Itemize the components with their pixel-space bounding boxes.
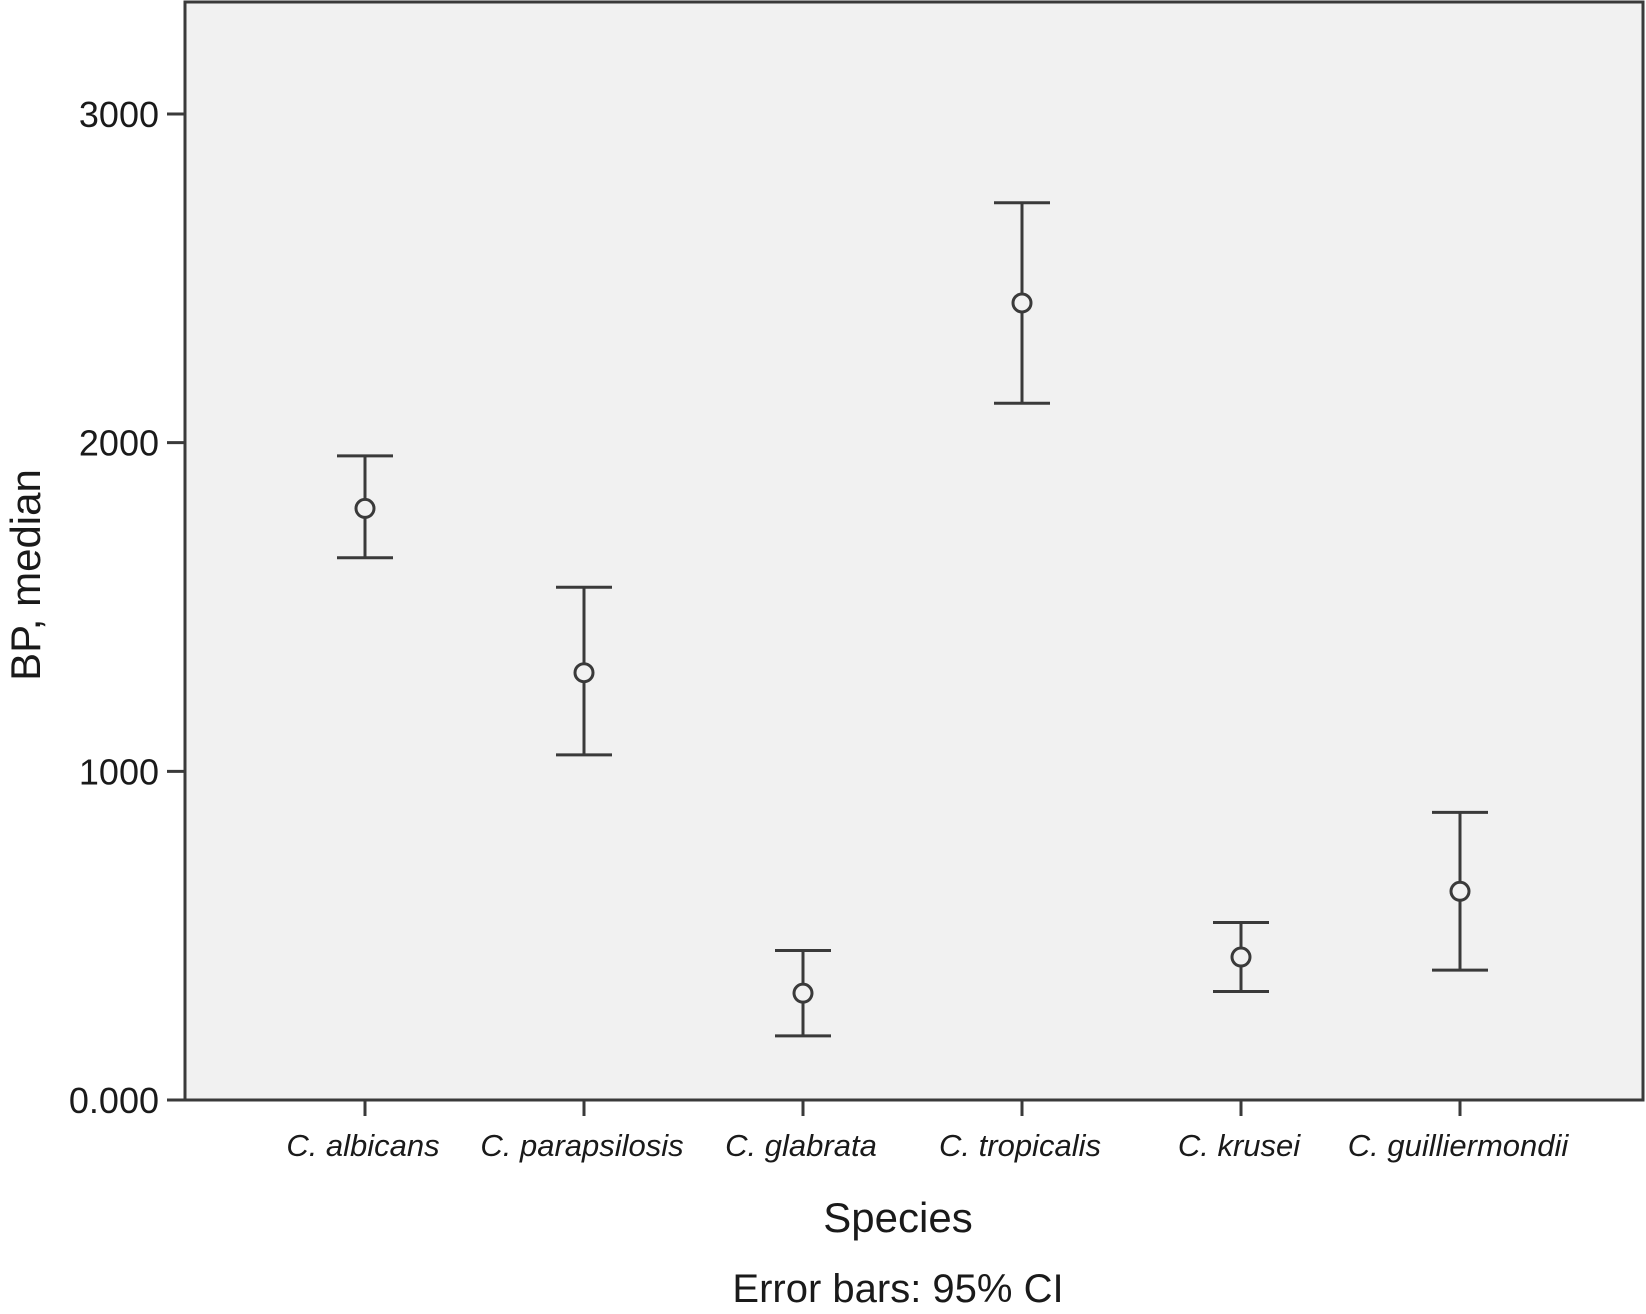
error-bar-marks xyxy=(337,201,1488,1038)
x-tick-label-4: C. krusei xyxy=(1178,1128,1301,1163)
x-tick-label-2: C. glabrata xyxy=(725,1128,877,1163)
error-bar-5 xyxy=(1432,810,1488,972)
y-axis: 0.000 1000 2000 3000 xyxy=(69,94,185,1121)
median-point-0 xyxy=(354,497,376,519)
x-tick-label-1: C. parapsilosis xyxy=(480,1128,683,1163)
error-bar-1 xyxy=(556,585,612,757)
x-axis: C. albicans C. parapsilosis C. glabrata C. … xyxy=(286,1100,1569,1163)
error-bar-0 xyxy=(337,454,393,560)
error-bar-2 xyxy=(775,948,831,1038)
x-tick-label-0: C. albicans xyxy=(286,1128,439,1163)
y-tick-label-2: 2000 xyxy=(79,423,159,464)
x-tick-label-3: C. tropicalis xyxy=(939,1128,1101,1163)
median-point-2 xyxy=(792,982,814,1004)
median-point-5 xyxy=(1449,880,1471,902)
median-point-3 xyxy=(1011,292,1033,314)
y-tick-label-3: 3000 xyxy=(79,94,159,135)
error-bar-4 xyxy=(1213,921,1269,994)
plot-area xyxy=(183,0,1645,1102)
y-axis-title: BP, median xyxy=(2,469,49,681)
y-tick-label-0: 0.000 xyxy=(69,1080,159,1121)
median-point-1 xyxy=(573,662,595,684)
x-axis-title: Species xyxy=(823,1194,972,1241)
x-tick-label-5: C. guilliermondii xyxy=(1348,1128,1570,1163)
error-bar-3 xyxy=(994,201,1050,405)
y-tick-label-1: 1000 xyxy=(79,751,159,792)
error-bars-note: Error bars: 95% CI xyxy=(732,1267,1063,1311)
median-point-4 xyxy=(1230,946,1252,968)
